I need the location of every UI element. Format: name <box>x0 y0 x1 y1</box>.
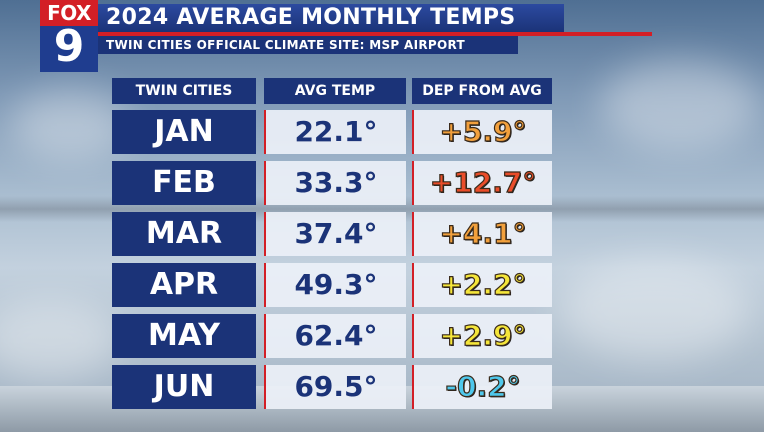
column-header-avg-temp: AVG TEMP <box>264 78 406 104</box>
table-row: APR 49.3° +2.2° <box>0 263 764 307</box>
column-header-departure: DEP FROM AVG <box>412 78 552 104</box>
avg-temp-value: 49.3° <box>264 263 406 307</box>
title-bar: 2024 AVERAGE MONTHLY TEMPS <box>98 4 564 32</box>
table-row: MAR 37.4° +4.1° <box>0 212 764 256</box>
page-subtitle: TWIN CITIES OFFICIAL CLIMATE SITE: MSP A… <box>106 38 465 52</box>
month-label: APR <box>112 263 256 307</box>
departure-value: -0.2° <box>412 365 552 409</box>
table-row: JUN 69.5° -0.2° <box>0 365 764 409</box>
avg-temp-value: 22.1° <box>264 110 406 154</box>
avg-temp-value: 62.4° <box>264 314 406 358</box>
avg-temp-value: 37.4° <box>264 212 406 256</box>
departure-value: +2.2° <box>412 263 552 307</box>
background-cloud <box>0 300 120 380</box>
table-row: MAY 62.4° +2.9° <box>0 314 764 358</box>
page-title: 2024 AVERAGE MONTHLY TEMPS <box>106 5 516 30</box>
background-cloud <box>10 90 130 160</box>
column-header-location: TWIN CITIES <box>112 78 256 104</box>
avg-temp-value: 33.3° <box>264 161 406 205</box>
background-cloud <box>560 260 750 360</box>
month-label: JUN <box>112 365 256 409</box>
background-cloud <box>600 60 760 150</box>
red-stripe <box>98 32 652 36</box>
departure-value: +5.9° <box>412 110 552 154</box>
month-label: FEB <box>112 161 256 205</box>
table-row: JAN 22.1° +5.9° <box>0 110 764 154</box>
month-label: MAR <box>112 212 256 256</box>
logo-channel: 9 <box>53 21 85 72</box>
month-label: JAN <box>112 110 256 154</box>
departure-value: +2.9° <box>412 314 552 358</box>
departure-value: +12.7° <box>412 161 552 205</box>
table-row: FEB 33.3° +12.7° <box>0 161 764 205</box>
month-label: MAY <box>112 314 256 358</box>
fox9-logo: FOX 9 <box>40 0 98 72</box>
avg-temp-value: 69.5° <box>264 365 406 409</box>
logo-brand: FOX <box>40 0 98 26</box>
subtitle-bar: TWIN CITIES OFFICIAL CLIMATE SITE: MSP A… <box>98 36 518 54</box>
departure-value: +4.1° <box>412 212 552 256</box>
